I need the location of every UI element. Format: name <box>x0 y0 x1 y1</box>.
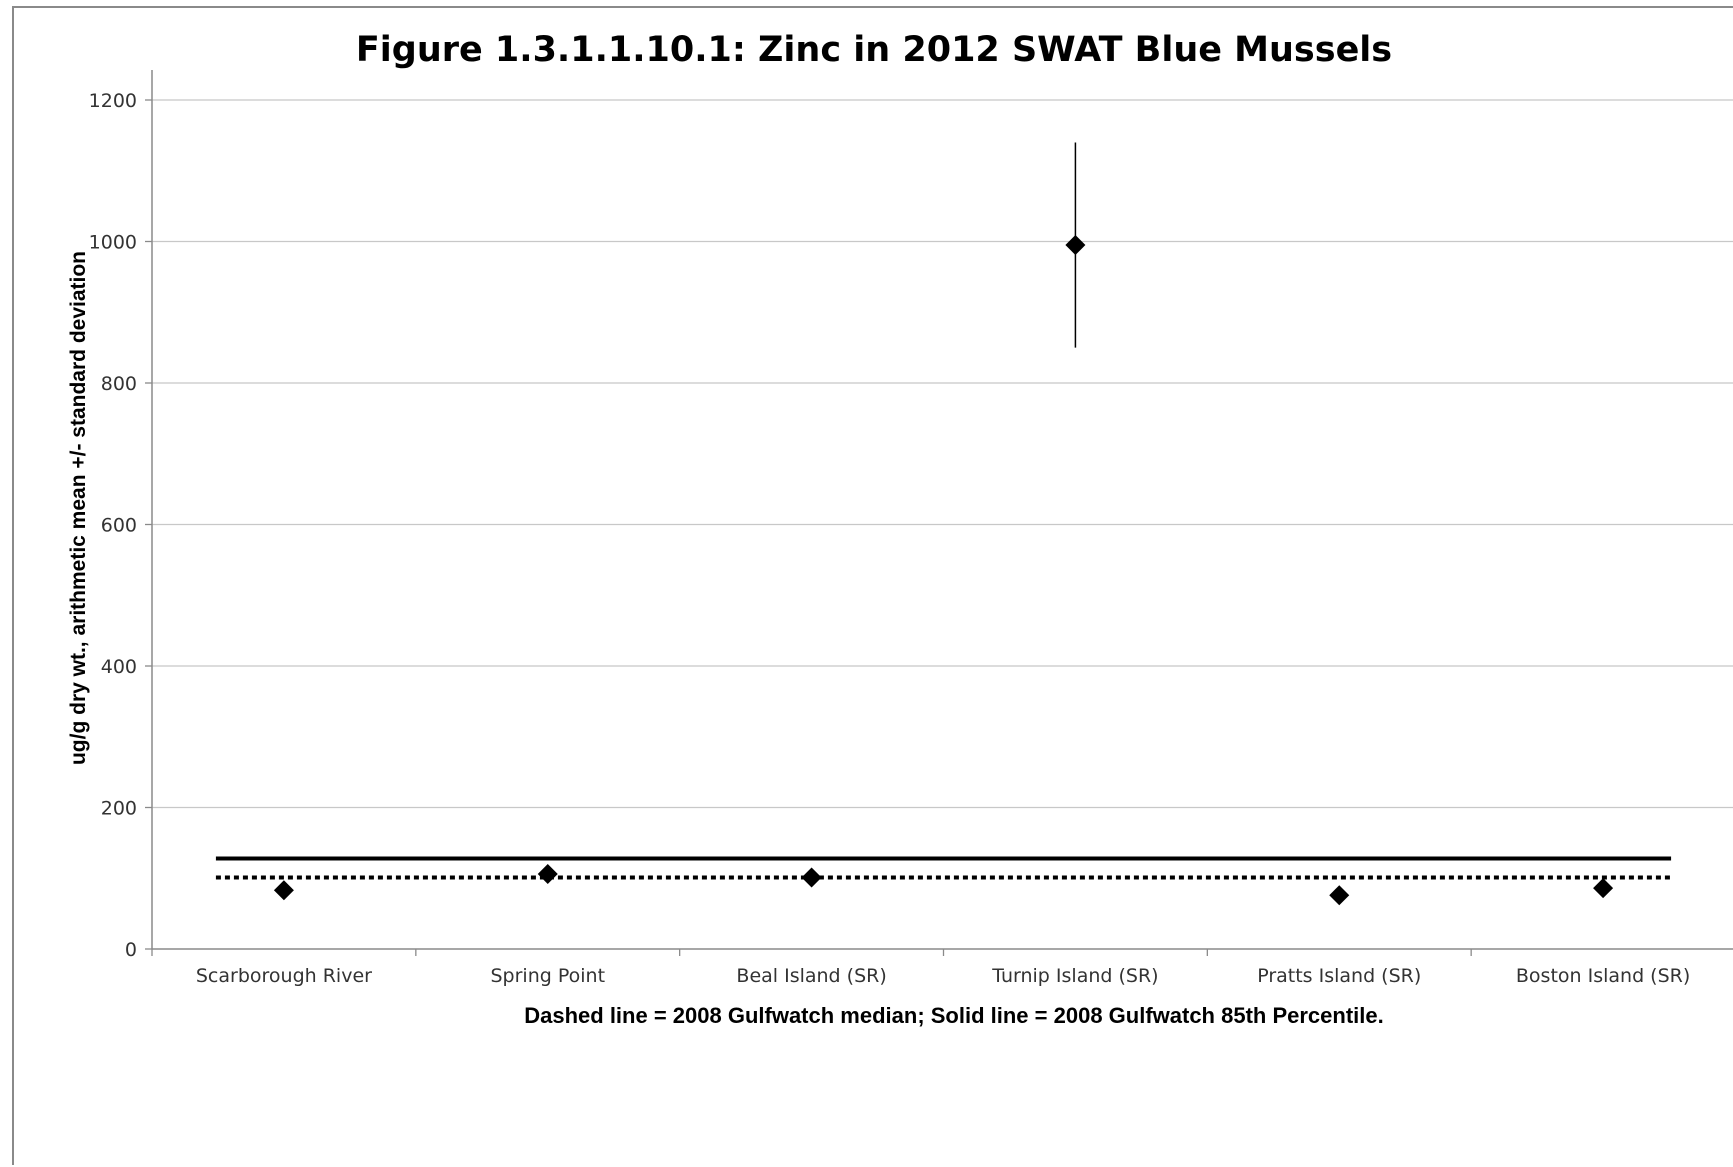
x-tick-label: Pratts Island (SR) <box>1257 965 1421 987</box>
data-point-marker <box>1065 235 1086 256</box>
reference-lines <box>215 856 1672 880</box>
data-point-marker <box>801 867 822 888</box>
data-point-marker <box>1593 878 1614 899</box>
x-tick-label: Beal Island (SR) <box>736 965 886 987</box>
x-axis-label: Dashed line = 2008 Gulfwatch median; Sol… <box>524 1003 1384 1028</box>
data-point-marker <box>537 864 558 885</box>
data-points <box>273 142 1614 906</box>
data-point-marker <box>273 880 294 901</box>
data-point-marker <box>1329 885 1350 906</box>
zinc-chart: 0 200 400 600 800 1000 1200 Scarborough River Sp… <box>67 30 1733 1028</box>
y-axis-label: ug/g dry wt., arithmetic mean +/- standa… <box>67 251 90 765</box>
x-tick-label: Boston Island (SR) <box>1516 965 1690 987</box>
x-tick-label: Spring Point <box>490 965 605 987</box>
axes: 0 200 400 600 800 1000 1200 Scarborough River Sp… <box>89 70 1733 987</box>
gridlines <box>152 99 1733 809</box>
y-tick-label: 1200 <box>89 90 137 112</box>
y-tick-label: 400 <box>101 656 137 678</box>
x-tick-label: Scarborough River <box>196 965 372 987</box>
y-tick-label: 0 <box>125 939 137 961</box>
chart-title: Figure 1.3.1.1.10.1: Zinc in 2012 SWAT B… <box>356 30 1392 70</box>
y-tick-label: 1000 <box>89 232 137 254</box>
y-tick-label: 600 <box>101 515 137 537</box>
y-tick-label: 200 <box>101 798 137 820</box>
y-tick-label: 800 <box>101 373 137 395</box>
chart-frame: 0 200 400 600 800 1000 1200 Scarborough River Sp… <box>12 6 1733 1165</box>
x-tick-label: Turnip Island (SR) <box>991 965 1158 987</box>
